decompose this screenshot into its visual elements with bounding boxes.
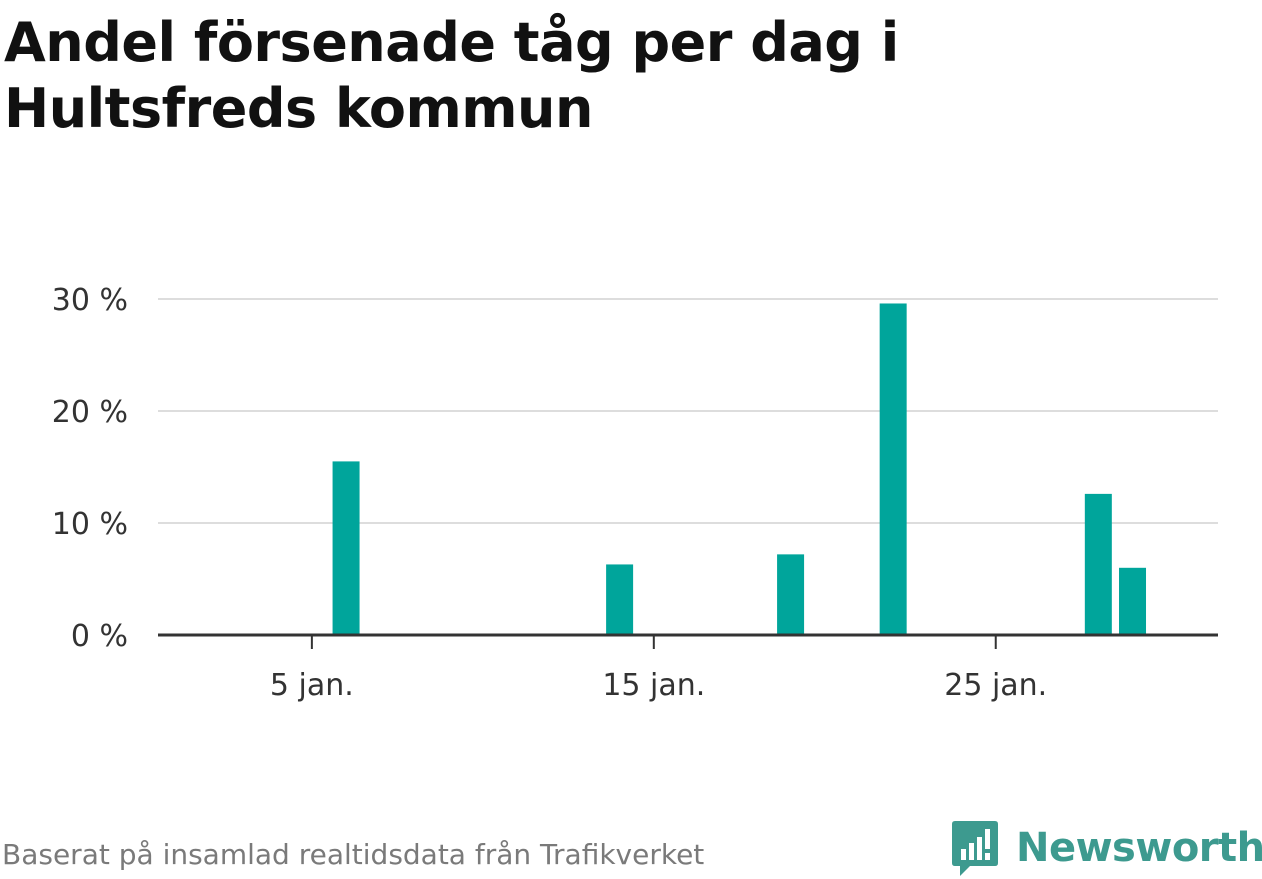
bar (777, 554, 805, 635)
bar (606, 564, 634, 635)
grid-lines (158, 298, 1218, 524)
bar (879, 303, 907, 635)
bar (332, 461, 360, 635)
y-tick-label: 10 % (52, 507, 128, 542)
brand-name: Newsworthy (1016, 825, 1262, 871)
bar (1084, 493, 1112, 635)
bar-chart: 0 % 10 % 20 % 30 % 5 jan. 15 jan. 25 jan. (52, 283, 1218, 703)
bars (332, 303, 1147, 635)
x-tick-label: 25 jan. (944, 668, 1047, 703)
y-tick-label: 0 % (71, 619, 128, 654)
y-axis-tick-labels: 0 % 10 % 20 % 30 % (52, 283, 128, 654)
newsworthy-logo-icon (952, 821, 998, 876)
y-tick-label: 20 % (52, 395, 128, 430)
x-tick-label: 5 jan. (270, 668, 354, 703)
bar (1119, 567, 1147, 635)
x-tick-label: 15 jan. (602, 668, 705, 703)
y-tick-label: 30 % (52, 283, 128, 318)
x-axis-ticks: 5 jan. 15 jan. 25 jan. (270, 635, 1047, 703)
source-note: Baserat på insamlad realtidsdata från Tr… (2, 838, 705, 871)
chart-title: Andel försenade tåg per dag i Hultsfreds… (4, 11, 899, 140)
brand-logo: Newsworthy (950, 818, 1262, 878)
